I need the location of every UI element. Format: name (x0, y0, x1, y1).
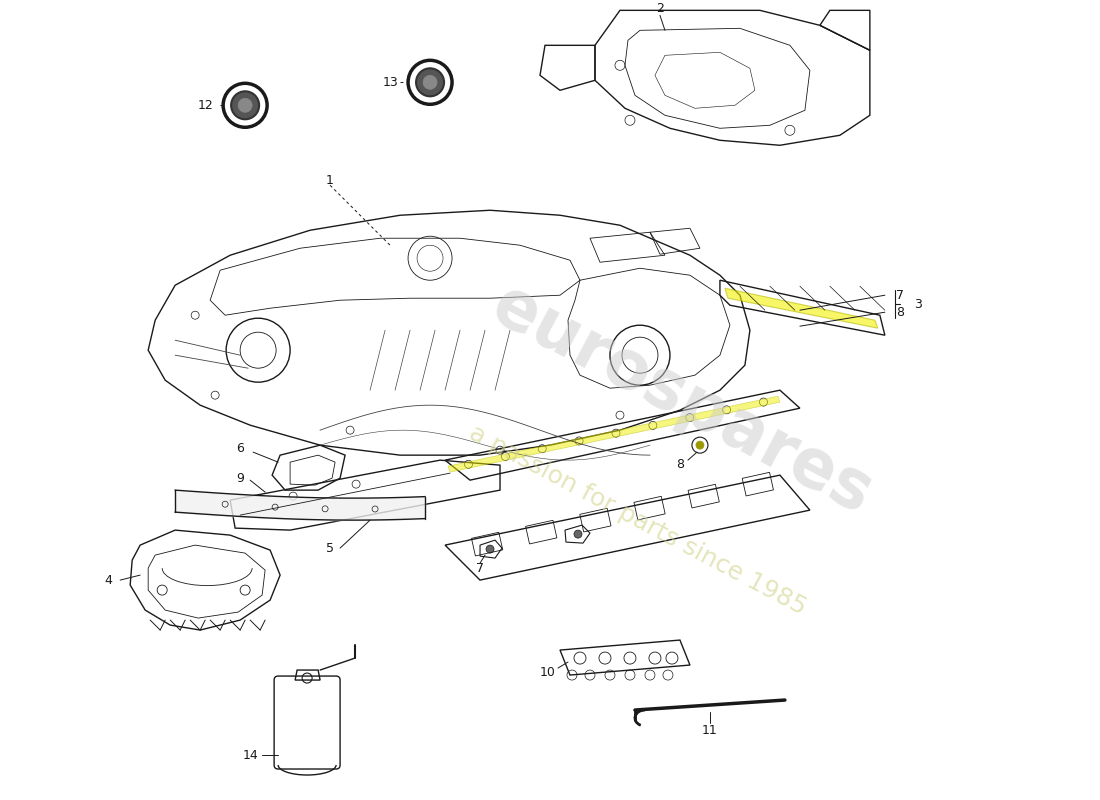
Text: 13: 13 (382, 76, 398, 89)
Text: 4: 4 (104, 574, 112, 586)
Circle shape (696, 441, 704, 449)
Text: 7: 7 (895, 289, 904, 302)
Text: 7: 7 (476, 562, 484, 574)
Text: 9: 9 (236, 472, 244, 485)
Circle shape (574, 530, 582, 538)
Text: 8: 8 (895, 306, 904, 318)
Text: 10: 10 (540, 666, 556, 678)
Circle shape (238, 98, 252, 112)
Polygon shape (448, 396, 780, 472)
Bar (580, 508, 611, 532)
Circle shape (231, 91, 260, 119)
Text: 6: 6 (236, 442, 244, 454)
Text: 12: 12 (197, 98, 213, 112)
Text: 3: 3 (914, 298, 922, 310)
Text: 5: 5 (326, 542, 334, 554)
Text: 1: 1 (327, 174, 334, 186)
Polygon shape (725, 288, 878, 328)
Bar (689, 484, 719, 508)
Circle shape (424, 75, 437, 90)
Text: 8: 8 (675, 458, 684, 470)
Circle shape (486, 545, 494, 553)
Bar (526, 520, 557, 544)
Bar (742, 472, 773, 496)
Bar (472, 532, 503, 556)
Text: 2: 2 (656, 2, 664, 15)
Bar (634, 496, 665, 520)
Text: 11: 11 (702, 723, 718, 737)
Text: a passion for parts since 1985: a passion for parts since 1985 (465, 421, 811, 619)
Circle shape (416, 68, 444, 96)
Text: eurospares: eurospares (481, 272, 883, 528)
Text: 14: 14 (242, 749, 258, 762)
